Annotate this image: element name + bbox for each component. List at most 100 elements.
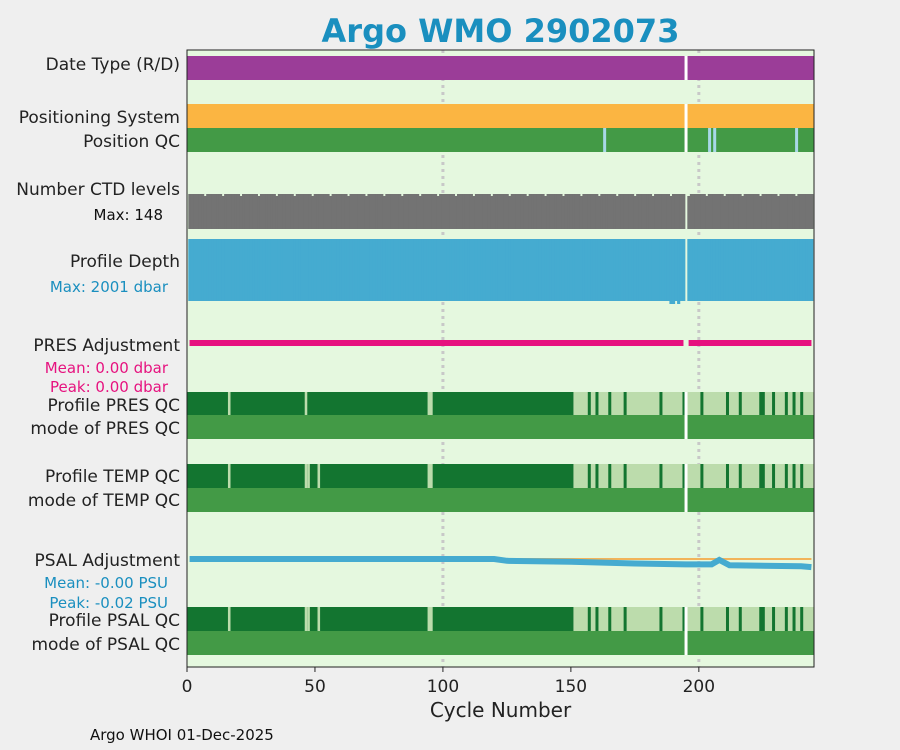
profile-depth-bar	[756, 239, 760, 301]
ctd-level-bar	[523, 194, 527, 229]
ctd-level-bar	[564, 194, 568, 229]
temp-mode-bar	[187, 488, 814, 512]
ctd-level-bar	[372, 194, 376, 229]
profile-depth-bar	[492, 239, 496, 301]
ctd-level-bar	[799, 194, 804, 229]
profile-depth-bar	[664, 239, 668, 301]
profile-depth-bar	[393, 239, 397, 301]
profile-depth-bar	[262, 239, 266, 301]
profile-depth-bar	[254, 239, 258, 301]
profile-depth-bar	[293, 239, 297, 301]
profile-depth-bar	[326, 239, 330, 301]
profile-depth-bar	[336, 239, 340, 301]
profile-depth-bar	[490, 239, 494, 301]
position-qc-flag	[708, 128, 712, 152]
ctd-level-bar	[595, 194, 599, 229]
profile-depth-bar	[515, 239, 520, 301]
ctd-level-bar	[362, 194, 366, 229]
profile-depth-bar	[249, 239, 253, 301]
ctd-level-bar	[436, 196, 440, 229]
ctd-level-bar	[782, 194, 786, 229]
profile-depth-bar	[705, 239, 709, 301]
profile-depth-bar	[648, 239, 653, 301]
profile-depth-bar	[746, 239, 750, 301]
ctd-level-bar	[674, 194, 678, 229]
profile-depth-bar	[787, 239, 791, 301]
profile-depth-bar	[331, 239, 335, 301]
ctd-level-bar	[669, 196, 673, 229]
profile-depth-bar	[697, 239, 701, 301]
profile-depth-bar	[764, 239, 768, 301]
profile-depth-bar	[613, 239, 617, 301]
ctd-level-bar	[359, 194, 363, 229]
profile-depth-bar	[300, 239, 305, 301]
ctd-level-bar	[403, 194, 407, 229]
ctd-max-note: Max: 148	[94, 206, 163, 224]
profile-depth-bar	[495, 239, 499, 301]
ctd-level-bar	[213, 194, 218, 229]
ctd-level-bar	[771, 194, 775, 229]
profile-depth-bar	[605, 239, 609, 301]
profile-depth-bar	[203, 239, 207, 301]
profile-depth-bar	[382, 239, 386, 301]
ctd-level-bar	[700, 194, 704, 229]
ctd-level-bar	[441, 194, 445, 229]
ctd-level-bar	[262, 194, 266, 229]
psal-adjustment-line	[189, 556, 812, 571]
ctd-level-bar	[567, 194, 571, 229]
profile-depth-bar	[554, 239, 558, 301]
temp-mode-bar-gap	[684, 488, 688, 512]
ctd-level-bar	[764, 194, 768, 229]
temp-qc-bar-flag	[792, 464, 796, 488]
ctd-level-bar	[469, 194, 473, 229]
ctd-level-bar	[546, 194, 550, 229]
profile-depth-bar	[224, 239, 228, 301]
pres-mode-bar	[187, 415, 814, 439]
temp-qc-bar-segment	[187, 464, 228, 488]
ctd-level-bar	[290, 194, 294, 229]
ctd-level-bar	[718, 194, 722, 229]
profile-depth-bar	[789, 239, 793, 301]
profile-depth-bar	[362, 239, 366, 301]
ctd-level-bar	[252, 194, 256, 229]
profile-depth-bar	[707, 239, 711, 301]
profile-depth-bar	[528, 239, 532, 301]
ctd-level-bar	[515, 194, 520, 229]
temp-qc-bar-gap	[307, 464, 310, 488]
profile-depth-bar	[487, 239, 491, 301]
ctd-level-bar	[526, 196, 530, 229]
ctd-level-bar	[218, 194, 223, 229]
temp-qc-bar-flag	[659, 464, 663, 488]
ctd-level-bar	[551, 194, 555, 229]
profile-depth-bar	[316, 239, 320, 301]
ctd-level-bar	[464, 194, 468, 229]
ctd-level-bar	[300, 194, 305, 229]
ctd-level-bar	[198, 194, 202, 229]
ctd-level-bar	[416, 194, 420, 229]
profile-depth-bar	[231, 239, 235, 301]
date-type-bar	[187, 56, 814, 80]
ctd-level-bar	[805, 194, 809, 229]
ctd-level-bar	[308, 194, 312, 229]
profile-depth-bar	[395, 239, 399, 301]
pres-qc-bar-segment	[230, 392, 305, 415]
profile-depth-bar	[311, 239, 315, 301]
ctd-level-bar	[413, 194, 417, 229]
ctd-level-bar	[229, 194, 233, 229]
depth-max-note: Max: 2001 dbar	[50, 278, 169, 296]
profile-depth-bar	[413, 239, 417, 301]
psal-qc-bar-flag	[700, 607, 704, 631]
profile-depth-bar	[313, 239, 317, 301]
temp-qc-bar-gap	[317, 464, 321, 488]
profile-depth-bar	[403, 239, 407, 301]
profile-depth-bar	[666, 239, 671, 301]
profile-depth-bar	[410, 239, 415, 301]
ctd-level-bar	[677, 194, 681, 229]
ctd-level-bar	[569, 194, 573, 229]
ctd-level-bar	[613, 194, 617, 229]
pres-qc-bar-segment	[307, 392, 428, 415]
psal-qc-bar-flag	[800, 607, 804, 631]
ctd-level-bar	[244, 194, 248, 229]
ctd-level-bar	[395, 194, 399, 229]
profile-depth-bar	[682, 239, 686, 301]
